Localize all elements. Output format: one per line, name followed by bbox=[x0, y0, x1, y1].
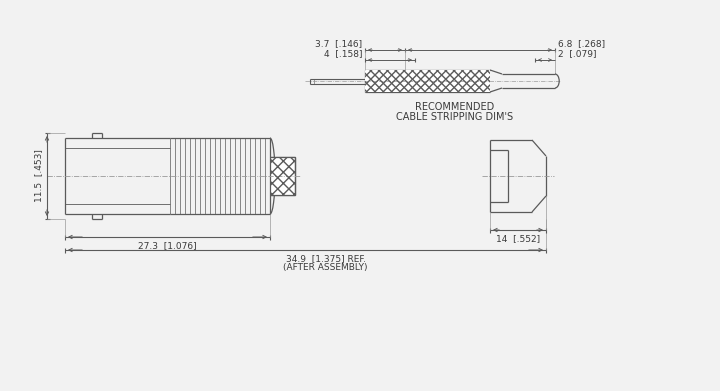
Bar bbox=[365, 70, 490, 92]
Text: 34.9  [1.375] REF.: 34.9 [1.375] REF. bbox=[286, 254, 366, 263]
Text: 11.5  [.453]: 11.5 [.453] bbox=[34, 150, 43, 203]
Text: 2  [.079]: 2 [.079] bbox=[558, 49, 596, 58]
Bar bbox=[365, 70, 490, 92]
Text: 4  [.158]: 4 [.158] bbox=[323, 49, 362, 58]
Bar bbox=[270, 157, 295, 195]
Text: 27.3  [1.076]: 27.3 [1.076] bbox=[138, 241, 197, 250]
Text: 6.8  [.268]: 6.8 [.268] bbox=[558, 39, 605, 48]
Bar bbox=[270, 157, 295, 195]
Text: (AFTER ASSEMBLY): (AFTER ASSEMBLY) bbox=[283, 263, 368, 272]
Text: 3.7  [.146]: 3.7 [.146] bbox=[315, 39, 362, 48]
Text: 14  [.552]: 14 [.552] bbox=[496, 234, 540, 243]
Text: RECOMMENDED: RECOMMENDED bbox=[415, 102, 495, 112]
Bar bbox=[365, 70, 490, 92]
Text: CABLE STRIPPING DIM'S: CABLE STRIPPING DIM'S bbox=[397, 112, 513, 122]
